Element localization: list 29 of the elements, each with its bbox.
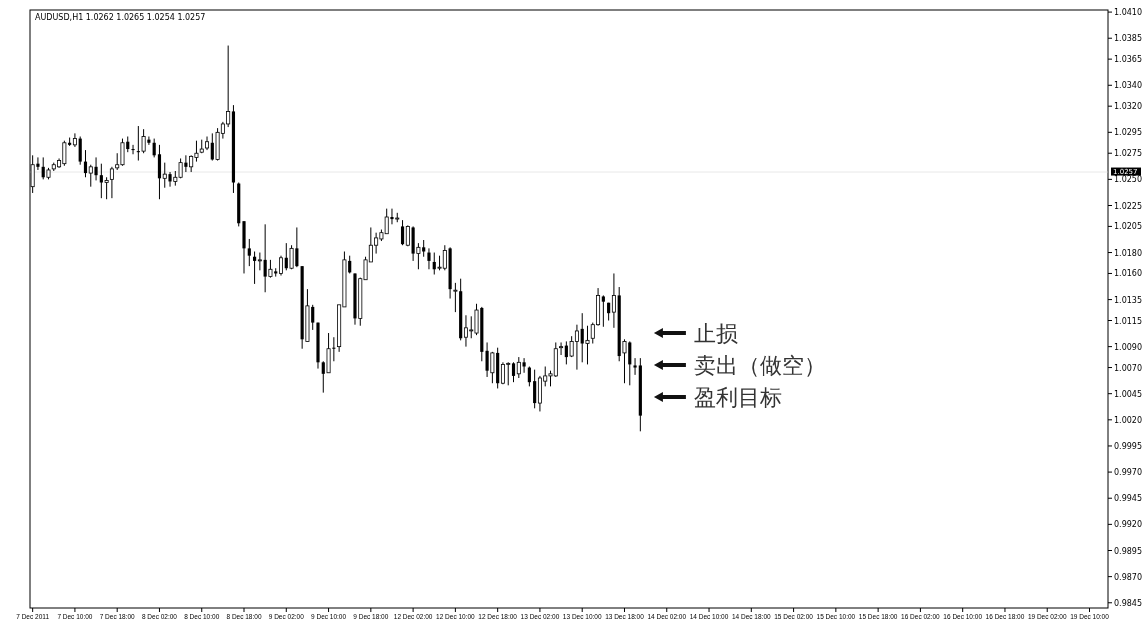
y-tick-label: 1.0275 [1114,149,1142,159]
annotation: 盈利目标 [693,385,782,410]
y-tick-label: 1.0410 [1114,8,1142,18]
chart-title: AUDUSD,H1 1.0262 1.0265 1.0254 1.0257 [35,13,206,22]
y-tick-label: 0.9995 [1114,441,1142,451]
y-tick-label: 1.0385 [1114,34,1142,44]
y-tick-label: 1.0160 [1114,269,1142,279]
y-tick-label: 0.9845 [1114,598,1142,608]
y-tick-label: 1.0180 [1114,248,1142,258]
y-tick-label: 1.0365 [1114,55,1142,65]
y-tick-label: 1.0340 [1114,81,1142,91]
y-tick-label: 1.0295 [1114,128,1142,138]
y-tick-label: 1.0115 [1114,316,1142,326]
y-tick-label: 1.0205 [1114,222,1142,232]
y-tick-label: 0.9920 [1114,520,1142,530]
y-tick-label: 1.0135 [1114,295,1142,305]
y-tick-label: 0.9895 [1114,546,1142,556]
y-tick-label: 1.0070 [1114,363,1142,373]
y-tick-label: 1.0090 [1114,342,1142,352]
annotation: 止损 [693,321,738,346]
y-tick-label: 1.0045 [1114,389,1142,399]
y-tick-label: 0.9970 [1114,468,1142,478]
y-tick-label: 0.9945 [1114,494,1142,504]
y-tick-label: 1.0250 [1114,175,1142,185]
y-tick-label: 1.0320 [1114,102,1142,112]
y-tick-label: 0.9870 [1114,572,1142,582]
y-tick-label: 1.0020 [1114,415,1142,425]
annotation: 卖出（做空） [693,353,826,378]
y-tick-label: 1.0225 [1114,201,1142,211]
